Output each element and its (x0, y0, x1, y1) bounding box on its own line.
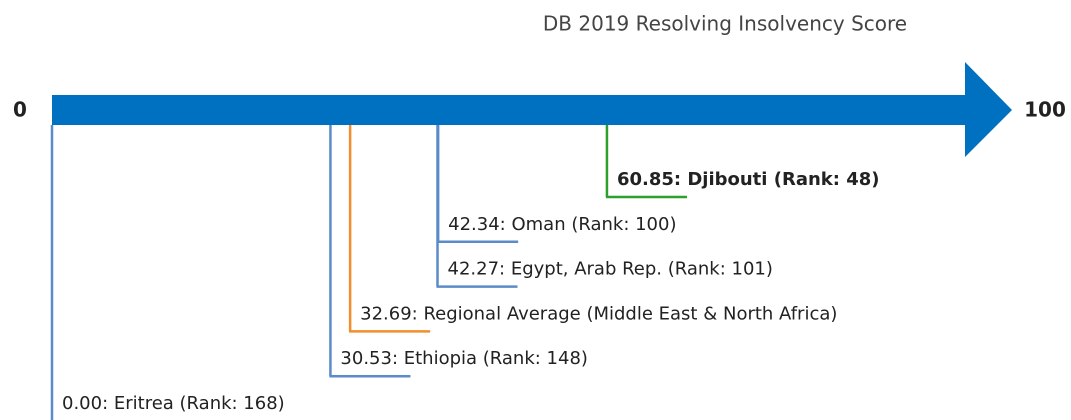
axis-arrow (52, 62, 1012, 157)
tick-label: 100 (1024, 98, 1066, 122)
tick-label: 0 (13, 98, 27, 122)
marker-label: 42.34: Oman (Rank: 100) (448, 214, 676, 235)
marker-label: 0.00: Eritrea (Rank: 168) (62, 393, 285, 414)
marker-label: 60.85: Djibouti (Rank: 48) (617, 169, 880, 190)
marker-label: 42.27: Egypt, Arab Rep. (Rank: 101) (448, 259, 773, 280)
marker-label: 32.69: Regional Average (Middle East & N… (360, 303, 837, 324)
marker-label: 30.53: Ethiopia (Rank: 148) (340, 348, 588, 369)
chart-title: DB 2019 Resolving Insolvency Score (543, 12, 907, 36)
